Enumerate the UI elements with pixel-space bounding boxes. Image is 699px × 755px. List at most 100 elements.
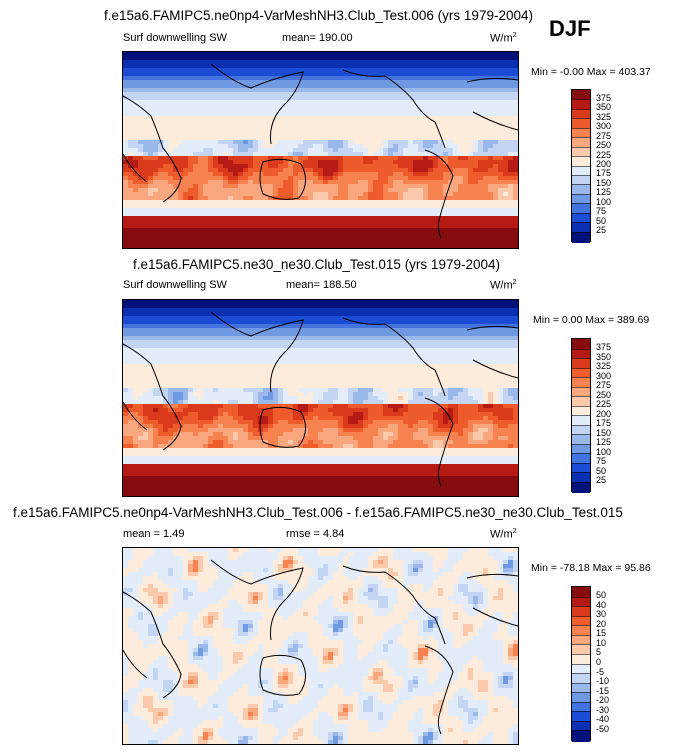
colorbar-swatch [572,137,590,149]
colorbar-swatch [572,415,590,426]
colorbar-tick-label: 325 [596,111,612,122]
colorbar-swatch [572,443,590,455]
panel-3-mean-label: mean = 1.49 [123,528,185,540]
colorbar-swatch [572,165,590,177]
colorbar-tick-label: 0 [596,657,602,667]
colorbar-swatch [572,90,590,100]
colorbar-tick-label: -50 [596,723,610,734]
colorbar-tick-label: 75 [596,206,607,217]
colorbar-tick-label: -30 [596,704,610,715]
colorbar-swatch [572,358,590,369]
colorbar-swatch [572,424,590,436]
colorbar-tick-label: 125 [596,187,612,198]
colorbar-swatch [572,634,590,646]
panel-3-map-field [123,548,518,744]
colorbar-swatch [572,596,590,608]
panel-3-map [122,547,519,745]
colorbar-swatch [572,174,590,186]
colorbar-tick-label: 20 [596,618,607,629]
colorbar-tick-label: 75 [596,456,607,466]
colorbar-tick-label: 25 [596,475,607,485]
colorbar-tick-label: -15 [596,685,610,696]
colorbar-tick-label: 350 [596,102,612,113]
colorbar-tick-label: 250 [596,140,612,151]
panel-2-min-max: Min = 0.00 Max = 389.69 [533,314,650,326]
colorbar-tick-label: 200 [596,408,612,419]
colorbar-swatch [572,730,590,742]
panel-2-title: f.e15a6.FAMIPC5.ne30_ne30.Club_Test.015 … [133,257,500,272]
colorbar-tick-label: 125 [596,437,612,447]
colorbar-swatch [572,615,590,627]
panel-1-mean-label: mean= 190.00 [282,32,353,44]
colorbar-swatch [572,405,590,417]
colorbar-tick-label: 100 [596,446,612,457]
colorbar-swatch [572,711,590,723]
colorbar-tick-label: 50 [596,465,607,476]
colorbar-tick-label: 375 [596,342,612,352]
colorbar-swatch [572,127,590,139]
colorbar-tick-label: 50 [596,590,607,601]
colorbar-swatch [572,606,590,618]
panel-3-title: f.e15a6.FAMIPC5.ne0np4-VarMeshNH3.Club_T… [13,505,623,520]
colorbar-swatch [572,212,590,224]
colorbar-tick-label: 225 [596,149,612,160]
panel-2-map-field [123,300,518,496]
colorbar-tick-label: -10 [596,676,610,687]
panel-2-map [122,299,519,497]
colorbar-tick-label: 30 [596,609,607,620]
colorbar-tick-label: 275 [596,380,612,390]
panel-2-mean-label: mean= 188.50 [286,279,357,291]
panel-1-map [122,51,519,249]
panel-1-title: f.e15a6.FAMIPC5.ne0np4-VarMeshNH3.Club_T… [104,8,533,23]
colorbar-tick-label: 200 [596,159,612,169]
colorbar-swatch [572,339,590,349]
colorbar-swatch [572,193,590,205]
colorbar-swatch [572,682,590,694]
panel-1-units: W/m2 [490,32,517,45]
colorbar-swatch [572,472,590,483]
colorbar-tick-label: 275 [596,130,612,141]
colorbar-swatch [572,396,590,407]
panel-1-colorbar [571,89,591,243]
colorbar-swatch [572,434,590,445]
colorbar-swatch [572,203,590,215]
colorbar-swatch [572,481,590,493]
colorbar-swatch [572,222,590,234]
colorbar-tick-label: 25 [596,225,607,236]
colorbar-tick-label: -20 [596,695,610,706]
colorbar-swatch [572,184,590,196]
colorbar-tick-label: 175 [596,168,612,179]
colorbar-swatch [572,367,590,379]
colorbar-swatch [572,462,590,474]
colorbar-swatch [572,625,590,637]
colorbar-swatch [572,653,590,665]
colorbar-tick-label: 375 [596,92,612,103]
panel-3-units: W/m2 [490,528,517,541]
panel-1-map-field [123,52,518,248]
colorbar-swatch [572,156,590,167]
colorbar-swatch [572,663,590,675]
colorbar-swatch [572,453,590,464]
panel-1-field-label: Surf downwelling SW [123,32,227,44]
colorbar-tick-label: 250 [596,389,612,400]
colorbar-swatch [572,673,590,685]
colorbar-tick-label: 5 [596,647,602,658]
panel-3-min-max: Min = -78.18 Max = 95.86 [531,562,651,574]
colorbar-tick-label: 100 [596,196,612,207]
panel-3-rmse-label: rmse = 4.84 [286,528,345,540]
colorbar-swatch [572,386,590,398]
colorbar-swatch [572,146,590,158]
colorbar-tick-label: 225 [596,399,612,409]
panel-2-colorbar [571,338,591,493]
panel-2-field-label: Surf downwelling SW [123,279,227,291]
colorbar-swatch [572,348,590,360]
colorbar-swatch [572,701,590,713]
colorbar-tick-label: 150 [596,427,612,438]
colorbar-swatch [572,231,590,243]
colorbar-swatch [572,99,590,111]
panel-2-units: W/m2 [490,279,517,292]
colorbar-tick-label: 300 [596,370,612,381]
colorbar-swatch [572,692,590,704]
colorbar-tick-label: 50 [596,215,607,226]
colorbar-swatch [572,377,590,388]
